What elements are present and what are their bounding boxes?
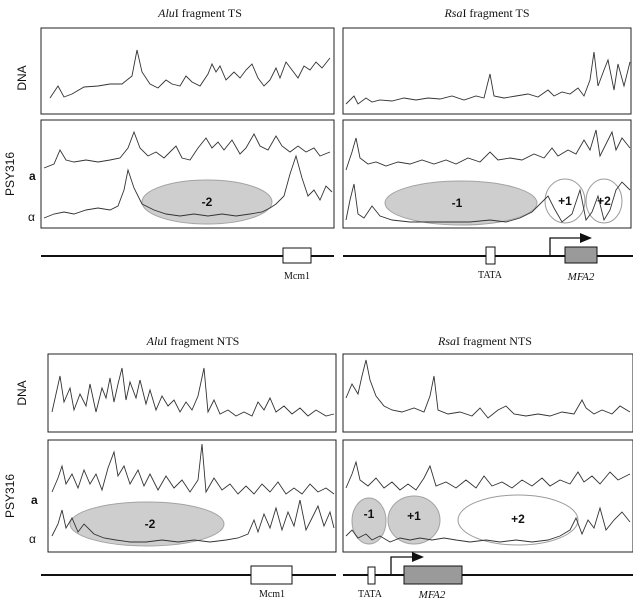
bottom-transcription-arrow-head [412,552,424,562]
top-left-nucleosome-minus2 [141,179,273,225]
top-strain-a-label: a [29,169,36,183]
top-transcription-arrow-line [549,237,580,256]
top-mfa2-gene-box [564,246,598,264]
top-right-nucleosome-minus1-label: -1 [452,196,463,210]
bottom-left-a-trace [51,443,335,495]
bottom-mfa2-label: MFA2 [418,589,446,601]
bottom-right-nucleosome-minus1-label: -1 [364,507,375,521]
top-transcription-arrow-head [580,233,592,243]
bottom-strain-alpha-label: α [29,532,36,546]
bottom-left-nucleosome-minus2-label: -2 [145,517,156,531]
top-left-title: AluI fragment TS [157,6,242,20]
top-tata-box [485,246,496,265]
top-right-nucleosome-plus1-label: +1 [558,194,572,208]
bottom-right-nucleosome-plus2 [457,494,579,546]
top-strain-alpha-label: α [28,210,35,224]
bottom-mcm1-label: Mcm1 [259,589,285,600]
top-right-nucleosome-plus2 [585,178,623,224]
bottom-left-dna-frame [47,353,337,433]
top-right-title: RsaI fragment TS [443,6,529,20]
top-left-a-trace [43,130,331,169]
bottom-right-title: RsaI fragment NTS [437,334,532,348]
bottom-tata-box [367,566,376,585]
top-mcm1-label: Mcm1 [284,271,310,282]
top-right-dna-trace [345,51,631,105]
bottom-right-dna-frame [342,353,633,433]
top-dna-label: DNA [15,65,29,90]
top-right-nucleosome-plus2-label: +2 [597,194,611,208]
top-left-nucleosome-minus2-label: -2 [202,195,213,209]
bottom-right-nucleosome-plus1-label: +1 [407,509,421,523]
bottom-right-nucleosome-plus2-label: +2 [511,512,525,526]
bottom-right-nucleosome-plus1 [387,495,441,545]
bottom-tata-label: TATA [358,589,383,600]
bottom-left-psy-frame [47,439,337,553]
bottom-transcription-arrow-line [390,556,412,575]
top-left-psy-frame [40,119,335,229]
top-left-dna-trace [49,49,331,99]
top-tata-label: TATA [478,270,503,281]
top-left-alpha-trace [43,154,333,219]
top-right-nucleosome-plus1 [544,178,586,224]
bottom-right-nucleosome-minus1 [351,497,387,545]
bottom-mfa2-gene-box [403,565,463,585]
top-right-a-trace [345,129,631,171]
bottom-right-alpha-trace [345,506,631,543]
bottom-right-a-trace [345,460,631,491]
top-psy316-label: PSY316 [3,152,17,196]
bottom-left-dna-trace [51,367,335,417]
bottom-right-psy-frame [342,439,633,553]
bottom-psy316-label: PSY316 [3,474,17,518]
top-right-nucleosome-minus1 [384,180,538,226]
top-mcm1-box [282,247,312,264]
bottom-strain-a-label: a [31,493,38,507]
bottom-mcm1-box [250,565,293,585]
top-half: AluI fragment TS RsaI fragment TS DNA PS… [3,6,633,283]
top-right-alpha-trace [345,181,631,223]
top-mfa2-label: MFA2 [567,271,595,283]
top-left-dna-frame [40,27,335,115]
bottom-left-alpha-trace [51,499,335,543]
top-right-psy-frame [342,119,632,229]
top-right-dna-frame [342,27,632,115]
bottom-half: AluI fragment NTS RsaI fragment NTS DNA … [3,334,633,601]
bottom-right-dna-trace [345,359,631,419]
bottom-dna-label: DNA [15,380,29,405]
bottom-left-title: AluI fragment NTS [146,334,240,348]
bottom-left-nucleosome-minus2 [69,501,225,547]
